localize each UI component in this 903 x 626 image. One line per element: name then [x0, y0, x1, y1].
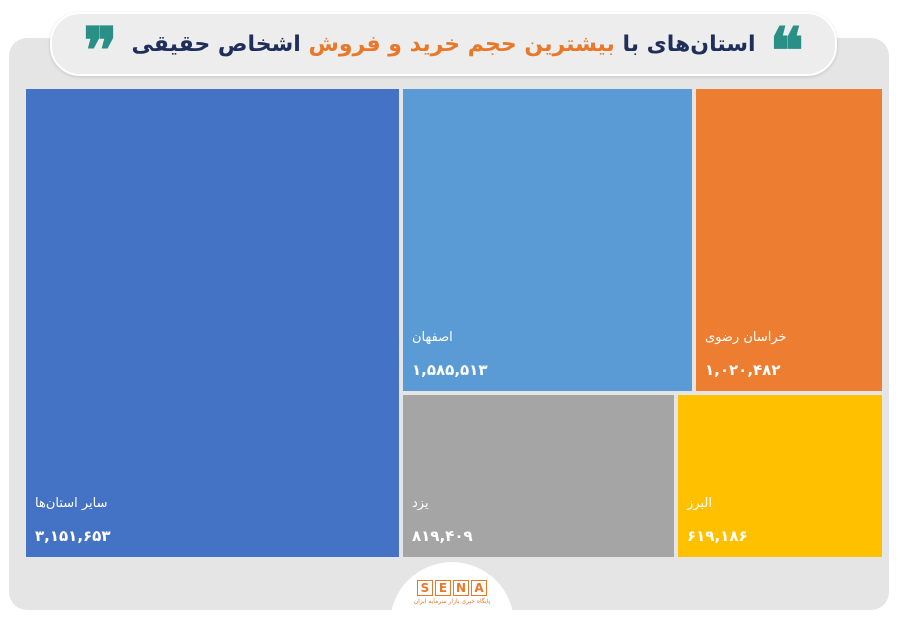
- logo-letter: N: [453, 580, 469, 596]
- treemap-tile: البرز ۶۱۹,۱۸۶: [678, 395, 882, 557]
- tile-label: خراسان رضوی: [705, 330, 787, 345]
- tile-label: البرز: [687, 496, 712, 511]
- chart-title-banner: ❝ استان‌های با بیشترین حجم خرید و فروش ا…: [50, 12, 837, 89]
- tile-label: اصفهان: [412, 330, 453, 345]
- treemap-tile: یزد ۸۱۹,۴۰۹: [403, 395, 674, 557]
- tile-label: یزد: [412, 496, 429, 511]
- title-part-2: اشخاص حقیقی: [131, 31, 301, 57]
- title-part-1: استان‌های با: [622, 31, 756, 57]
- chart-title: استان‌های با بیشترین حجم خرید و فروش اشخ…: [132, 32, 756, 57]
- tile-value: ۸۱۹,۴۰۹: [412, 527, 473, 545]
- quote-close-icon: ❞: [83, 14, 118, 89]
- treemap-tile: خراسان رضوی ۱,۰۲۰,۴۸۲: [696, 89, 882, 391]
- logo-letter: E: [435, 580, 451, 596]
- tile-label: سایر استان‌ها: [35, 496, 108, 511]
- treemap-chart: سایر استان‌ها ۳,۱۵۱,۶۵۳ اصفهان ۱,۵۸۵,۵۱۳ خرا…: [26, 89, 882, 557]
- logo-letter: A: [471, 580, 487, 596]
- title-highlight: بیشترین حجم خرید و فروش: [308, 31, 615, 57]
- treemap-tile: اصفهان ۱,۵۸۵,۵۱۳: [403, 89, 692, 391]
- tile-value: ۱,۰۲۰,۴۸۲: [705, 361, 781, 379]
- tile-value: ۳,۱۵۱,۶۵۳: [35, 527, 111, 545]
- tile-value: ۶۱۹,۱۸۶: [687, 527, 748, 545]
- tile-value: ۱,۵۸۵,۵۱۳: [412, 361, 488, 379]
- quote-open-icon: ❝: [769, 14, 804, 89]
- treemap-tile: سایر استان‌ها ۳,۱۵۱,۶۵۳: [26, 89, 399, 557]
- logo-subtitle: پایگاه خبری بازار سرمایه ایران: [413, 598, 491, 605]
- logo-letter: S: [417, 580, 433, 596]
